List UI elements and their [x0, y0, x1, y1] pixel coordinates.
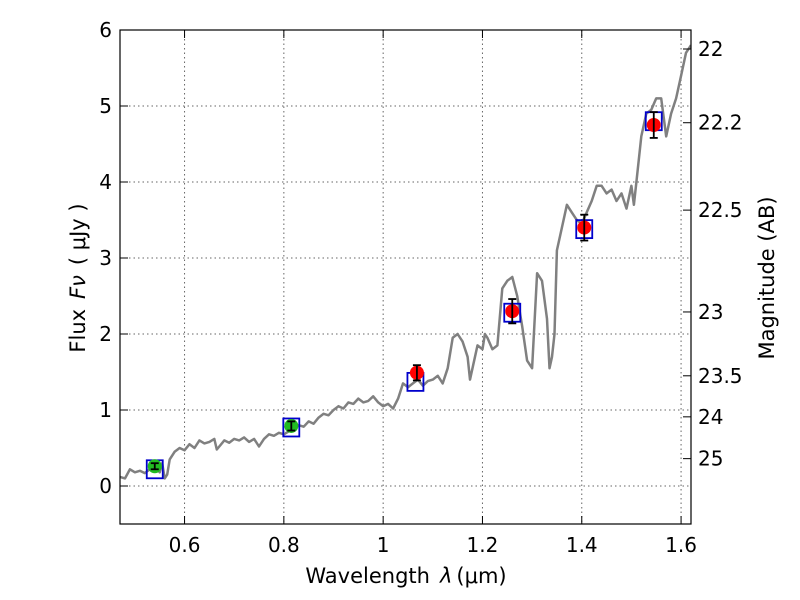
x-axis-label: Wavelength λ (μm)	[305, 564, 506, 588]
y-axis-label: FluxFν( μJy )	[66, 203, 90, 352]
model-box-marker	[282, 417, 301, 438]
y-tick-label: 5	[99, 94, 112, 118]
mag-tick-label: 23	[698, 300, 723, 324]
axes: 0.6 0.8 1 1.2 1.4 1.601234562222.222.52323.52…	[99, 18, 742, 557]
grid	[120, 29, 691, 524]
x-tick-label: 1.4	[566, 533, 598, 557]
plot-area	[120, 30, 691, 524]
right-axis-label: Magnitude (AB)	[755, 196, 779, 359]
y-tick-label: 3	[99, 246, 112, 270]
spectrum-line	[120, 44, 691, 480]
x-tick-label: 0.6	[169, 533, 201, 557]
x-tick-label: 1	[377, 533, 390, 557]
data-layer	[120, 44, 691, 480]
mag-tick-label: 22	[698, 37, 723, 61]
y-tick-label: 2	[99, 322, 112, 346]
mag-tick-label: 24	[698, 405, 723, 429]
x-tick-label: 1.6	[665, 533, 697, 557]
mag-tick-label: 25	[698, 447, 723, 471]
mag-tick-label: 22.5	[698, 198, 743, 222]
y-tick-label: 4	[99, 170, 112, 194]
y-tick-label: 6	[99, 18, 112, 42]
mag-tick-label: 22.2	[698, 111, 743, 135]
mag-tick-label: 23.5	[698, 364, 743, 388]
y-tick-label: 1	[99, 398, 112, 422]
x-tick-label: 1.2	[467, 533, 499, 557]
x-tick-label: 0.8	[268, 533, 300, 557]
plot-frame	[119, 29, 692, 525]
y-tick-label: 0	[99, 474, 112, 498]
